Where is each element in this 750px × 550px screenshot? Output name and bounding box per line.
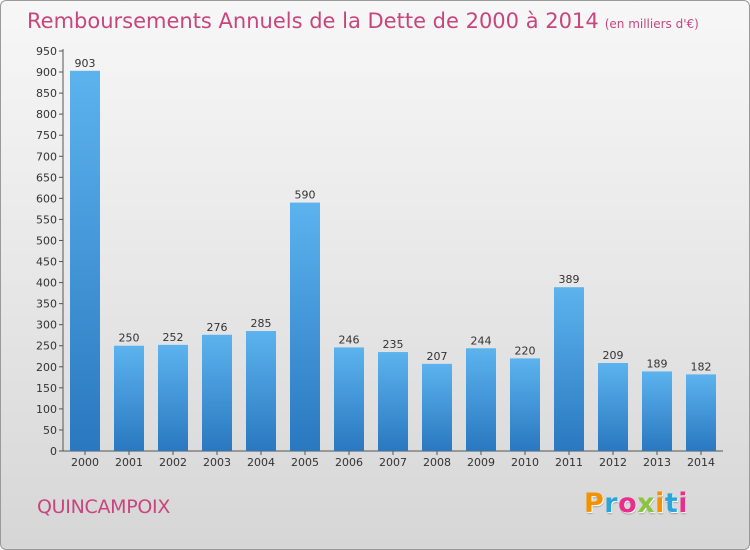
x-tick-label-2004: 2004 (247, 456, 275, 469)
chart-title-text: Remboursements Annuels de la Dette de 20… (27, 9, 599, 33)
y-tick-label: 650 (36, 171, 57, 184)
value-label-2004: 285 (251, 317, 272, 330)
y-tick-label: 900 (36, 66, 57, 79)
bar-2010 (510, 358, 540, 451)
x-tick-label-2009: 2009 (467, 456, 495, 469)
value-label-2001: 250 (119, 332, 140, 345)
commune-name: QUINCAMPOIX (37, 496, 171, 518)
y-tick-label: 700 (36, 150, 57, 163)
y-tick-label: 150 (36, 382, 57, 395)
chart-unit-label: (en milliers d'€) (604, 17, 699, 31)
x-tick-label-2003: 2003 (203, 456, 231, 469)
logo-letter: t (664, 488, 679, 519)
x-tick-label-2010: 2010 (511, 456, 539, 469)
value-label-2008: 207 (427, 350, 448, 363)
bar-2009 (466, 348, 496, 451)
y-tick-label: 300 (36, 319, 57, 332)
x-tick-label-2007: 2007 (379, 456, 407, 469)
x-tick-label-2011: 2011 (555, 456, 583, 469)
logo-letter: o (618, 488, 638, 519)
y-tick-label: 850 (36, 87, 57, 100)
bar-2003 (202, 334, 232, 451)
bar-2012 (598, 363, 628, 451)
y-tick-label: 50 (43, 424, 57, 437)
value-label-2007: 235 (383, 338, 404, 351)
y-tick-label: 100 (36, 403, 57, 416)
value-label-2010: 220 (515, 344, 536, 357)
bar-2011 (554, 287, 584, 451)
bar-2014 (686, 374, 716, 451)
value-label-2006: 246 (339, 333, 360, 346)
y-tick-label: 800 (36, 108, 57, 121)
x-tick-label-2000: 2000 (71, 456, 99, 469)
bar-2013 (642, 371, 672, 451)
y-tick-label: 750 (36, 129, 57, 142)
x-tick-label-2005: 2005 (291, 456, 319, 469)
y-tick-label: 950 (36, 45, 57, 58)
value-label-2013: 189 (647, 357, 668, 370)
value-label-2014: 182 (691, 360, 712, 373)
bar-2005 (290, 202, 320, 451)
value-label-2000: 903 (75, 57, 96, 70)
y-tick-label: 0 (50, 445, 57, 458)
y-tick-label: 600 (36, 192, 57, 205)
x-tick-label-2001: 2001 (115, 456, 143, 469)
chart-title: Remboursements Annuels de la Dette de 20… (27, 9, 699, 33)
x-tick-label-2002: 2002 (159, 456, 187, 469)
logo-letter: P (584, 488, 605, 519)
y-tick-label: 400 (36, 277, 57, 290)
y-tick-label: 500 (36, 234, 57, 247)
value-label-2003: 276 (207, 321, 228, 334)
y-tick-label: 250 (36, 340, 57, 353)
value-label-2005: 590 (295, 189, 316, 202)
bar-2006 (334, 347, 364, 451)
logo-letter: i (678, 488, 689, 519)
y-tick-label: 200 (36, 361, 57, 374)
bar-2000 (70, 70, 100, 451)
value-label-2012: 209 (603, 349, 624, 362)
x-tick-label-2006: 2006 (335, 456, 363, 469)
x-tick-label-2013: 2013 (643, 456, 671, 469)
x-tick-label-2008: 2008 (423, 456, 451, 469)
x-tick-label-2012: 2012 (599, 456, 627, 469)
bar-2002 (158, 344, 188, 451)
bar-2001 (114, 345, 144, 451)
y-tick-label: 350 (36, 298, 57, 311)
proxiti-logo: Proxiti (584, 488, 688, 519)
x-tick-label-2014: 2014 (687, 456, 715, 469)
logo-letter: x (637, 488, 656, 519)
bar-2008 (422, 363, 452, 451)
y-tick-label: 450 (36, 256, 57, 269)
bar-2004 (246, 331, 276, 451)
bar-2007 (378, 352, 408, 451)
y-tick-label: 550 (36, 213, 57, 226)
logo-letter: r (604, 488, 619, 519)
value-label-2009: 244 (471, 334, 492, 347)
value-label-2011: 389 (559, 273, 580, 286)
logo-letter: i (655, 488, 665, 519)
value-label-2002: 252 (163, 331, 184, 344)
